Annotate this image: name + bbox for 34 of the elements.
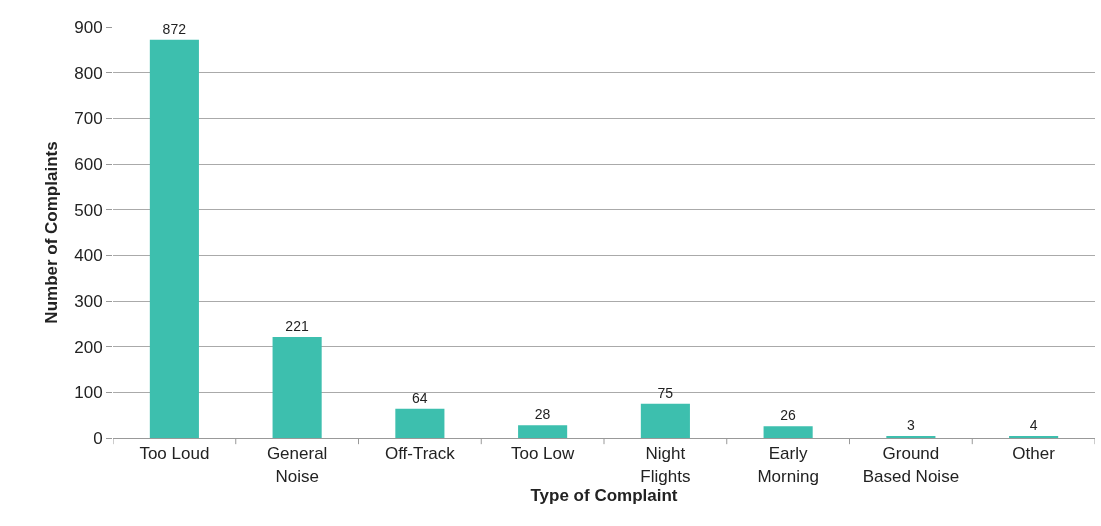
x-tick-label: Too Low (510, 444, 576, 464)
x-axis-title: Type of Complaint (530, 485, 678, 505)
bar (640, 403, 690, 438)
y-tick-label: 100 (74, 383, 103, 403)
y-tick-label: 800 (74, 63, 103, 83)
x-tick-label: Too Loud (139, 444, 210, 464)
x-tick-label: Other (1012, 444, 1056, 464)
y-tick-label: 400 (74, 246, 103, 266)
bar (763, 426, 813, 438)
y-tick-label: 200 (74, 337, 103, 357)
bar (272, 337, 322, 438)
data-label: 26 (780, 407, 797, 424)
data-label: 221 (285, 318, 309, 335)
x-tick-label: Ground Based Noise (862, 444, 960, 486)
data-label: 64 (411, 389, 428, 406)
x-tick-label: Night Flights (640, 444, 691, 486)
x-tick-label: Off-Track (384, 444, 456, 464)
data-label: 28 (534, 406, 551, 423)
x-tick-label: Early Morning (757, 444, 819, 486)
data-label: 4 (1029, 417, 1038, 433)
y-tick-label: 500 (74, 200, 103, 220)
y-tick-label: 900 (74, 17, 103, 37)
data-label: 872 (162, 20, 187, 37)
data-label: 75 (657, 384, 674, 401)
bar (149, 39, 199, 438)
bar (518, 425, 568, 438)
y-axis-title: Number of Complaints (41, 141, 61, 324)
y-tick-label: 300 (74, 291, 103, 311)
bar (395, 408, 445, 438)
y-tick-label: 700 (74, 109, 103, 129)
y-tick-label: 600 (74, 154, 103, 174)
x-tick-label: General Noise (266, 444, 328, 486)
data-label: 3 (906, 417, 915, 433)
y-tick-label: 0 (93, 428, 103, 448)
